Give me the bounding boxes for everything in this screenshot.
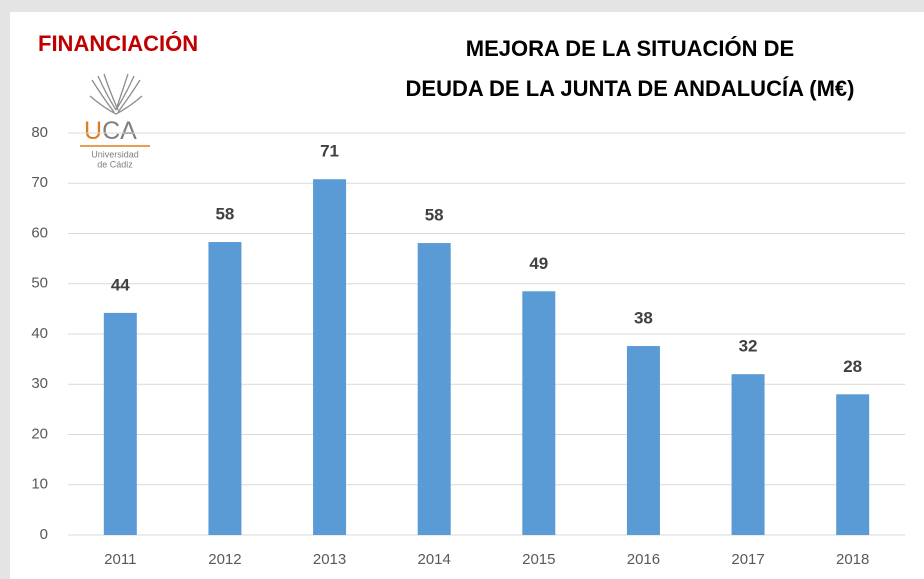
bar <box>522 291 556 535</box>
y-tick-label: 30 <box>31 375 48 392</box>
chart-title: DEUDA DE LA JUNTA DE ANDALUCÍA (M€) <box>406 76 855 101</box>
x-tick-label: 2011 <box>104 551 136 568</box>
value-label: 49 <box>529 254 548 273</box>
y-tick-label: 70 <box>31 174 48 191</box>
bar <box>626 346 660 535</box>
logo-line: de Cádiz <box>97 159 133 169</box>
y-tick-label: 80 <box>31 124 48 141</box>
value-label: 38 <box>634 309 653 328</box>
value-label: 58 <box>215 205 234 224</box>
logo-rest: CA <box>102 117 137 145</box>
value-label: 44 <box>111 275 130 294</box>
value-label: 32 <box>739 337 758 356</box>
logo-text: UCA <box>84 117 137 145</box>
y-tick-label: 40 <box>31 325 48 342</box>
bar <box>417 243 451 536</box>
x-tick-label: 2012 <box>208 551 241 568</box>
value-label: 58 <box>425 206 444 225</box>
value-label: 71 <box>320 142 339 161</box>
x-tick-label: 2016 <box>627 551 660 568</box>
y-tick-label: 20 <box>31 425 48 442</box>
logo-line: Universidad <box>91 149 139 159</box>
y-tick-label: 60 <box>31 224 48 241</box>
x-tick-label: 2015 <box>522 551 555 568</box>
logo-initial: U <box>84 117 102 145</box>
bar <box>103 312 137 535</box>
chart-title: MEJORA DE LA SITUACIÓN DE <box>466 36 794 61</box>
section-title: FINANCIACIÓN <box>38 31 198 56</box>
x-tick-label: 2014 <box>418 551 451 568</box>
y-tick-label: 0 <box>40 526 48 543</box>
bar <box>208 242 242 536</box>
x-tick-label: 2017 <box>731 551 764 568</box>
x-tick-label: 2013 <box>313 551 346 568</box>
y-tick-label: 50 <box>31 275 48 292</box>
y-tick-label: 10 <box>31 476 48 493</box>
logo <box>89 73 143 115</box>
bar <box>836 394 870 535</box>
bar <box>731 374 765 535</box>
value-label: 28 <box>843 357 862 376</box>
bar <box>313 179 347 536</box>
x-tick-label: 2018 <box>836 551 869 568</box>
